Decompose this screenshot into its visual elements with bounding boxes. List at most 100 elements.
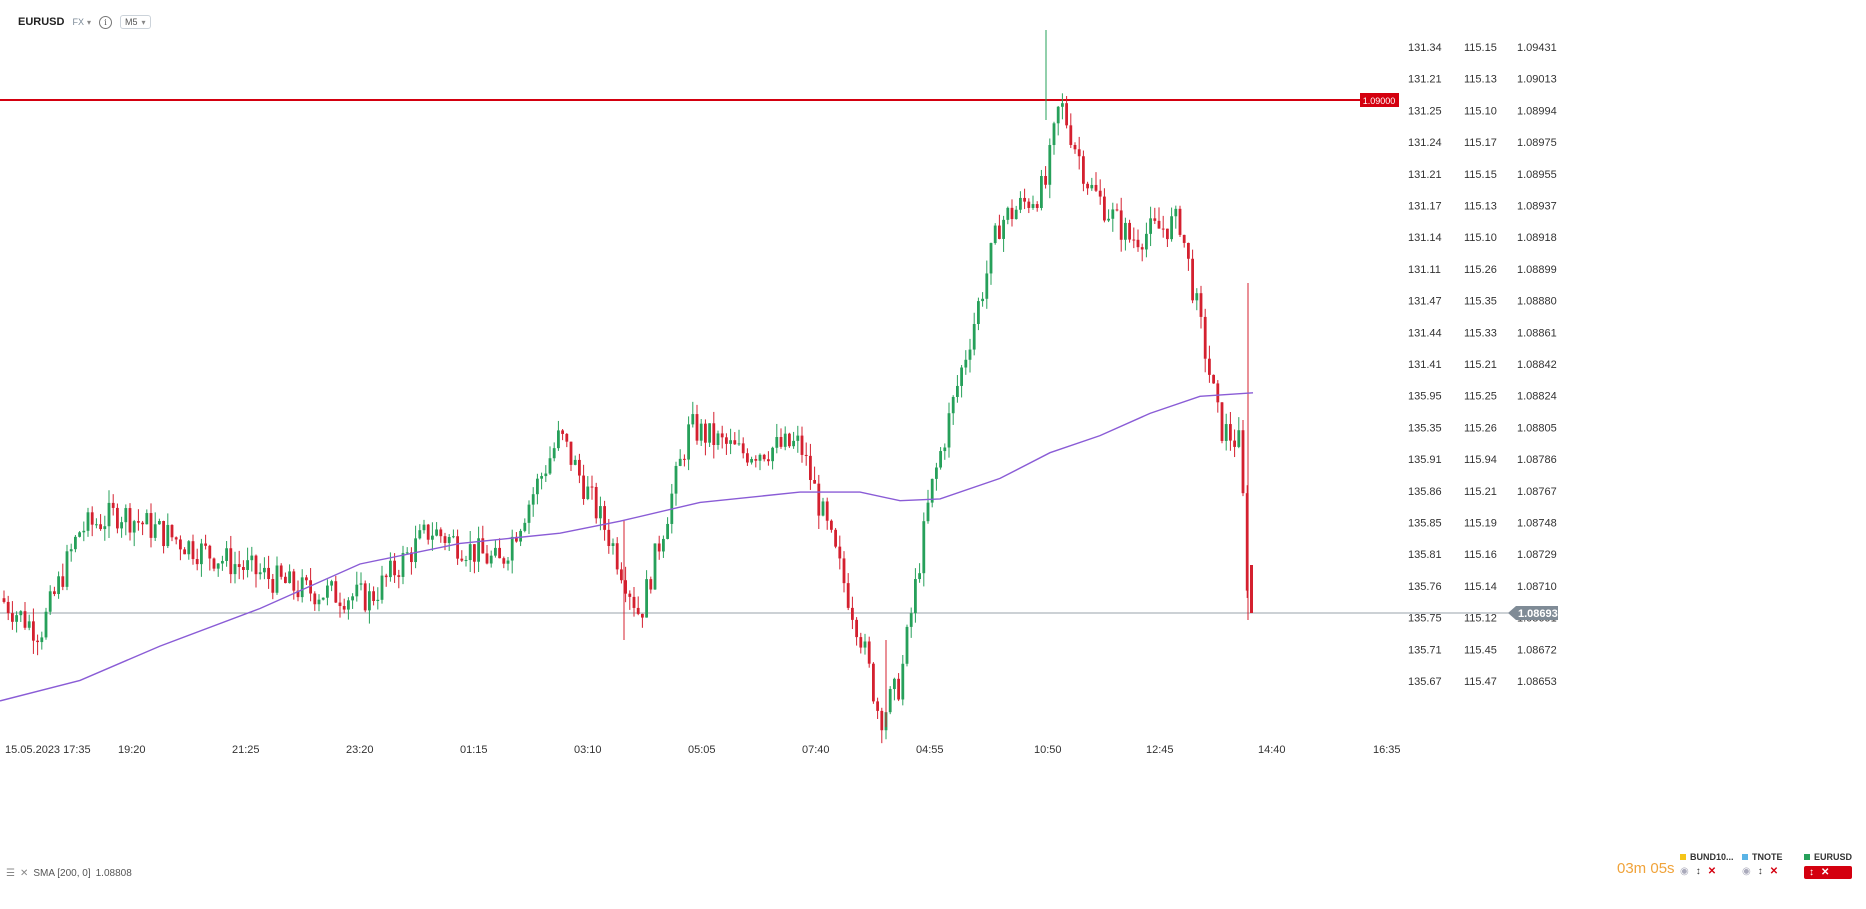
candle-body [783, 433, 787, 447]
candle-body [729, 440, 732, 444]
candle-body [636, 607, 640, 614]
instrument-tab-tnote[interactable]: TNOTE ◉ ↕ ✕ [1742, 852, 1804, 879]
price-tick-label: 115.33 [1464, 327, 1497, 339]
candle-body [216, 563, 220, 569]
candle-body [6, 601, 10, 614]
reorder-icon[interactable]: ↕ [1695, 866, 1701, 877]
candle-body [666, 523, 669, 539]
chart-header: EURUSD FX ▾ i M5 ▾ [18, 12, 151, 32]
candle-body [1098, 190, 1102, 197]
candle-body [78, 532, 81, 537]
candle-body [1250, 565, 1253, 613]
price-tick-label: 131.14 [1408, 232, 1442, 244]
close-icon[interactable]: ✕ [1707, 866, 1717, 877]
price-tick-label: 1.08767 [1517, 486, 1557, 498]
price-tick-label: 1.08710 [1517, 581, 1557, 593]
candle-body [124, 508, 128, 523]
time-tick-label: 15.05.2023 17:35 [5, 744, 91, 756]
candle-body [1002, 219, 1005, 239]
candle-body [1048, 145, 1052, 185]
candle-body [506, 560, 510, 564]
eye-icon[interactable]: ◉ [1680, 866, 1689, 877]
price-tick-label: 115.45 [1464, 644, 1497, 656]
candle-body [11, 613, 14, 622]
timeframe-selector[interactable]: M5 ▾ [119, 15, 151, 29]
time-tick-label: 21:25 [232, 744, 260, 756]
candle-body [762, 454, 766, 460]
info-icon[interactable]: i [98, 15, 112, 29]
candle-body [1065, 103, 1068, 126]
candle-body [1199, 293, 1203, 317]
candle-body [1153, 218, 1157, 221]
time-tick-label: 23:20 [346, 744, 374, 756]
close-icon[interactable]: ✕ [1821, 867, 1830, 878]
instrument-tab-bund[interactable]: BUND10... ◉ ↕ ✕ [1680, 852, 1742, 879]
candle-body [691, 414, 695, 425]
price-tick-label: 115.94 [1464, 454, 1497, 466]
chevron-down-icon: ▾ [86, 17, 91, 27]
candle-body [1124, 222, 1127, 240]
current-price-badge [1508, 606, 1558, 620]
close-icon[interactable]: ✕ [19, 868, 29, 879]
candle-body [36, 640, 39, 643]
candle-body [867, 641, 871, 664]
market-selector[interactable]: FX ▾ [72, 17, 91, 27]
price-tick-label: 115.21 [1464, 486, 1497, 498]
eye-icon[interactable]: ◉ [1742, 866, 1751, 877]
candle-body [1208, 358, 1211, 375]
price-tick-label: 131.11 [1408, 264, 1441, 276]
candle-body [754, 459, 758, 461]
candle-body [477, 538, 480, 562]
candle-body [859, 637, 863, 648]
candle-body [951, 396, 955, 414]
candle-body [935, 467, 938, 479]
price-tick-label: 131.47 [1408, 296, 1442, 308]
candle-body [796, 435, 800, 441]
instrument-tabs: BUND10... ◉ ↕ ✕ TNOTE ◉ ↕ ✕ EURUSD ↕ ✕ [1680, 852, 1866, 879]
candle-body [914, 579, 917, 614]
candle-body [237, 564, 241, 568]
candles-icon[interactable]: ↕ [1809, 867, 1814, 878]
candle-body [1027, 201, 1031, 208]
candle-body [960, 367, 963, 386]
candle-body [195, 559, 199, 565]
candle-body [1111, 209, 1115, 219]
candle-body [250, 555, 254, 561]
candle-body [254, 555, 258, 575]
candle-body [32, 621, 35, 641]
price-tick-label: 1.08842 [1517, 359, 1557, 371]
candle-body [645, 579, 648, 618]
candle-body [977, 301, 980, 325]
candle-body [830, 520, 833, 530]
price-tick-label: 1.08955 [1517, 169, 1557, 181]
candle-body [82, 530, 86, 533]
candle-body [1195, 293, 1199, 301]
close-icon[interactable]: ✕ [1769, 866, 1779, 877]
candle-body [641, 613, 644, 618]
candle-body [284, 576, 287, 584]
time-tick-label: 01:15 [460, 744, 488, 756]
indicator-settings-icon[interactable]: ☰ [6, 868, 15, 879]
candle-body [1031, 204, 1035, 208]
candle-body [263, 567, 266, 573]
candle-body [1136, 239, 1140, 248]
candle-body [880, 710, 884, 731]
candle-body [141, 522, 144, 525]
candle-body [86, 512, 90, 531]
price-tick-label: 1.08994 [1517, 105, 1557, 117]
candle-body [368, 591, 371, 611]
candle-body [964, 359, 968, 368]
reorder-icon[interactable]: ↕ [1757, 866, 1763, 877]
price-tick-label: 115.47 [1464, 676, 1497, 688]
candle-body [519, 530, 522, 542]
instrument-name: EURUSD [1814, 852, 1853, 862]
candle-body [317, 599, 321, 605]
instrument-tab-eurusd[interactable]: EURUSD ↕ ✕ [1804, 852, 1866, 879]
symbol-label[interactable]: EURUSD [18, 16, 65, 28]
indicator-legend: ☰ ✕ SMA [200, 0] 1.08808 [6, 868, 132, 879]
candle-body [435, 529, 438, 536]
candle-body [1040, 176, 1043, 208]
instrument-name: BUND10... [1690, 852, 1734, 862]
candle-body [800, 435, 804, 455]
